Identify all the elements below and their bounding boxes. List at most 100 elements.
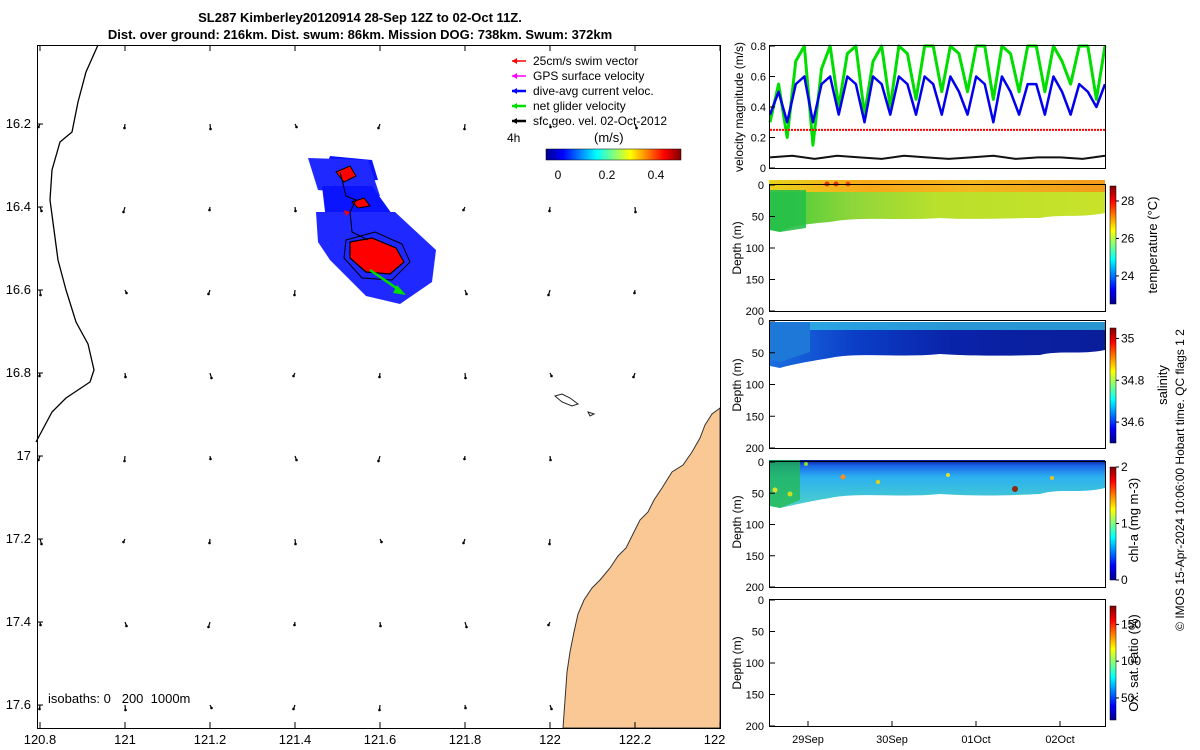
colorbar-tick-label: 26 [1121,231,1135,245]
sfc-velocity-arrow [207,621,211,629]
time-tick-label: 01Oct [961,734,990,746]
sfc-velocity-arrow [549,455,552,462]
temperature-colorbar [1109,185,1117,305]
depth-tick-label: 150 [746,690,764,702]
colorbar-tick-label: 2 [1121,460,1128,474]
sfc-velocity-arrow [547,621,551,627]
sfc-velocity-arrow [377,123,381,130]
depth-axis-label: Depth (m) [730,358,744,411]
velocity-series-line [768,44,1107,147]
sfc-velocity-arrow [292,372,296,378]
colorbar-tick-label: 50 [1121,691,1135,705]
velocity-y-tick-label: 0.2 [751,133,766,145]
map-x-tick-label: 121.2 [194,732,227,747]
sfc-velocity-arrow [632,372,636,379]
depth-tick-label: 100 [746,380,764,392]
legend-entry: 25cm/s swim vector [512,54,638,68]
sfc-velocity-arrow [293,621,296,627]
sfc-velocity-arrow [208,206,211,212]
sfc-velocity-arrow [209,123,212,131]
chl-a-panel: 0 50 100 150 200 0 1 2 chl-a (mg m-3) Depth (m… [730,457,1141,594]
sfc-velocity-arrow [123,123,126,130]
depth-axis-label: Depth (m) [730,221,744,274]
sfc-velocity-arrow [38,704,41,711]
oxygen-colorbar-label: Ox. sat. ratio (%) [1126,614,1141,712]
sfc-velocity-arrow [208,538,211,545]
depth-tick-label: 0 [758,457,764,469]
oxygen-panel: 0 50 100 150 200 50 100 150 Ox. sat. ratio (%)… [730,595,1141,746]
map-x-tick-label: 121 [114,732,136,747]
map-y-tick-label: 17.2 [6,531,31,546]
sfc-velocity-arrow [123,455,126,463]
map-y-tick-label: 16.6 [6,282,31,297]
map-x-tick-label: 121.6 [364,732,397,747]
colorbar-label: (m/s) [594,130,624,145]
land-mass [553,393,721,729]
sfc-velocity-arrow [462,538,466,545]
velocity-series-line [769,154,1106,160]
sfc-velocity-arrow [549,704,553,711]
chl-a-colorbar-label: chl-a (mg m-3) [1126,478,1141,563]
sfc-velocity-arrow [464,621,468,629]
legend-label: 25cm/s swim vector [533,54,638,68]
velocity-y-tick-label: 0.6 [751,72,766,84]
sfc-velocity-arrow [379,538,383,544]
map-x-tick-label: 121.8 [449,732,482,747]
sfc-velocity-arrow [549,372,553,378]
depth-axis-label: Depth (m) [730,636,744,689]
legend-label: net glider velocity [533,99,626,113]
depth-tick-label: 200 [746,582,764,594]
sfc-velocity-arrow [39,206,43,213]
sfc-velocity-arrow [379,621,382,628]
sfc-velocity-arrow [464,704,467,710]
depth-tick-label: 0 [758,595,764,607]
salinity-colorbar [1109,327,1117,444]
sfc-velocity-arrow [464,372,467,380]
legend-label: GPS surface velocity [533,69,644,83]
velocity-y-tick-label: 0 [760,163,766,175]
colorbar-tick-label: 0 [1121,573,1128,587]
temperature-panel: 0 50 100 150 200 24 26 28 temperature (°C) Dep… [730,180,1160,318]
sfc-velocity-arrow [124,621,128,628]
oxygen-colorbar [1109,605,1117,721]
colorbar-tick: 0 [555,168,562,182]
sfc-velocity-arrow [633,289,636,295]
velocity-y-tick-label: 0.4 [751,102,766,114]
velocity-panel: 0 0.2 0.4 0.6 0.8 velocity magnitude (m/s) [732,41,1107,175]
depth-tick-label: 150 [746,411,764,423]
map-y-tick-label: 17.6 [6,697,31,712]
depth-tick-label: 100 [746,658,764,670]
depth-tick-label: 200 [746,306,764,318]
sfc-velocity-arrow [463,123,466,131]
sfc-velocity-arrow [122,206,126,214]
sfc-velocity-arrow [294,455,298,462]
depth-tick-label: 50 [752,488,764,500]
map-y-tick-label: 17 [17,448,31,463]
time-tick-label: 30Sep [876,734,908,746]
map-y-tick-label: 16.2 [6,116,31,131]
sfc-velocity-arrow [294,123,298,129]
depth-tick-label: 100 [746,520,764,532]
sfc-velocity-arrow [294,206,297,213]
sfc-velocity-arrow [548,538,551,546]
velocity-series-line [768,75,1107,124]
sfc-velocity-arrow [207,289,211,296]
coastline [35,44,99,443]
colorbar-tick-label: 34.8 [1121,373,1145,387]
colorbar-tick-label: 1 [1121,517,1128,531]
colorbar-tick-label: 150 [1121,617,1141,631]
salinity-panel: 0 50 100 150 200 34.6 34.8 35 salinity Depth (… [730,316,1170,455]
legend-entry: GPS surface velocity [512,69,644,83]
legend-label: dive-avg current veloc. [533,84,654,98]
colorbar-tick-label: 34.6 [1121,415,1145,429]
map-x-tick-label: 122.4 [704,732,725,747]
legend-entry: net glider velocity [512,99,626,113]
depth-tick-label: 200 [746,721,764,733]
map-y-tick-label: 16.4 [6,199,31,214]
sfc-velocity-arrow [464,289,468,296]
colorbar-tick: 0.2 [599,168,616,182]
sfc-velocity-arrow [378,704,381,712]
isobaths-label: isobaths: 0 200 1000m [48,691,190,706]
chl-a-colorbar [1109,466,1117,581]
